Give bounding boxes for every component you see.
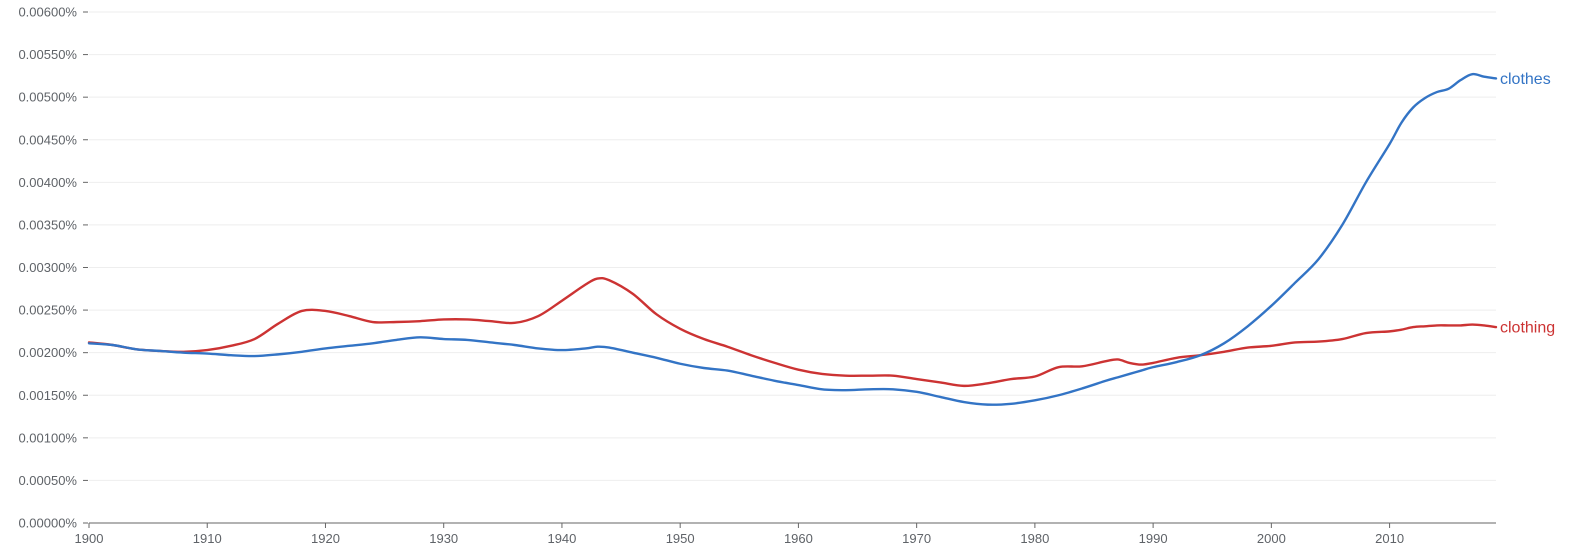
x-tick-label: 1930 [429,531,458,546]
y-tick-label: 0.00000% [18,516,77,531]
x-axis: 1900 1910 1920 1930 1940 1950 1960 1970 1980 1990… [75,522,1496,546]
gridlines [89,11,1496,481]
y-tick-label: 0.00550% [18,47,77,62]
x-tick-label: 1900 [75,531,104,546]
x-tick-label: 1960 [784,531,813,546]
y-tick-label: 0.00350% [18,217,77,232]
series-line-clothing [87,276,1498,388]
x-tick-label: 2010 [1375,531,1404,546]
y-tick-label: 0.00600% [18,5,77,20]
y-tick-label: 0.00400% [18,175,77,190]
y-tick-label: 0.00200% [18,345,77,360]
y-tick-label: 0.00050% [18,473,77,488]
series-lines [87,72,1498,406]
y-axis: 0.00000% 0.00050% 0.00100% 0.00150% 0.00200%… [18,5,88,531]
x-tick-label: 1970 [902,531,931,546]
y-tick-label: 0.00150% [18,388,77,403]
series-line-clothes [87,72,1498,406]
x-tick-label: 1980 [1020,531,1049,546]
y-tick-label: 0.00450% [18,132,77,147]
y-tick-label: 0.00500% [18,90,77,105]
x-tick-label: 1990 [1139,531,1168,546]
series-label-clothing: clothing [1500,320,1555,337]
x-tick-label: 1920 [311,531,340,546]
series-labels: clothing clothes [1500,71,1555,337]
x-tick-label: 1940 [547,531,576,546]
y-tick-label: 0.00100% [18,430,77,445]
x-tick-label: 2000 [1257,531,1286,546]
y-tick-label: 0.00250% [18,303,77,318]
series-label-clothes: clothes [1500,71,1551,88]
x-tick-label: 1950 [666,531,695,546]
y-tick-label: 0.00300% [18,260,77,275]
x-tick-label: 1910 [193,531,222,546]
